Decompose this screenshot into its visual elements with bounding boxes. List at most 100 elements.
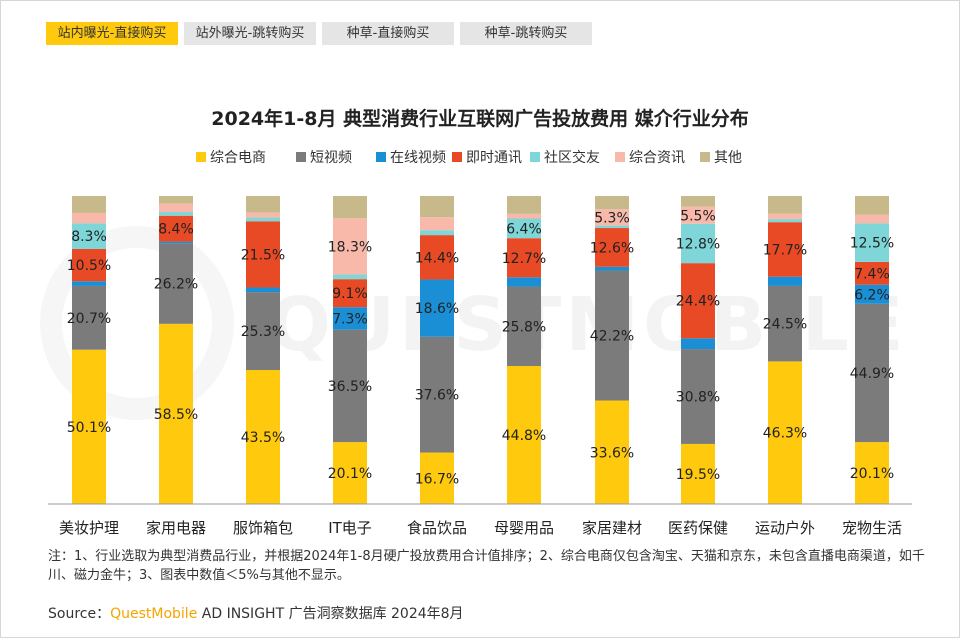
data-label: 17.7% <box>763 242 807 258</box>
category-label: 美妆护理 <box>59 519 119 537</box>
bar-segment <box>507 366 541 504</box>
tab-seeding-redirect[interactable]: 种草-跳转购买 <box>460 22 592 45</box>
legend-swatch <box>196 152 206 162</box>
bar-segment <box>420 217 454 231</box>
bar-segment <box>507 277 541 287</box>
bar-segment <box>768 276 802 286</box>
bar-segment <box>595 270 629 401</box>
bar-segment <box>768 219 802 223</box>
bar-segment <box>507 213 541 219</box>
category-label: 医药保健 <box>668 519 728 537</box>
bar-segment <box>420 230 454 236</box>
data-label: 46.3% <box>763 426 807 442</box>
bar-segment <box>72 248 106 282</box>
bar-segment <box>681 206 715 224</box>
footnote: 注：1、行业选取为典型消费品行业，并根据2024年1-8月硬广投放费用合计值排序… <box>48 549 925 583</box>
bar-segment <box>159 323 193 504</box>
bar-segment <box>855 196 889 215</box>
tab-onsite-direct[interactable]: 站内曝光-直接购买 <box>46 22 178 45</box>
category-label: 食品饮品 <box>407 519 467 537</box>
source-brand: QuestMobile <box>110 606 198 622</box>
data-label: 10.5% <box>67 258 111 274</box>
legend-label: 短视频 <box>310 150 352 166</box>
data-label: 9.1% <box>332 286 368 302</box>
bar-segment <box>159 196 193 204</box>
data-label: 43.5% <box>241 430 285 446</box>
tab-seeding-direct[interactable]: 种草-直接购买 <box>322 22 454 45</box>
bar-segment <box>768 213 802 220</box>
bar-segment <box>420 196 454 218</box>
bar-segment <box>768 361 802 504</box>
data-label: 44.9% <box>850 366 894 382</box>
legend-label: 综合电商 <box>210 150 266 166</box>
bar-segment <box>72 349 106 504</box>
bar-segment <box>681 443 715 504</box>
bar-segment <box>595 266 629 271</box>
legend-label: 在线视频 <box>390 150 446 166</box>
bar-segment <box>595 209 629 226</box>
stacked-bar-chart: 综合电商 短视频 在线视频 即时通讯 社区交友 综合资讯 其他 50.1% 20.7% 10.5… <box>48 149 912 537</box>
bar-segment <box>507 218 541 239</box>
bar-segment <box>855 223 889 262</box>
data-label: 5.5% <box>680 208 716 224</box>
data-label: 20.1% <box>850 466 894 482</box>
data-label: 26.2% <box>154 276 198 292</box>
bar-segment <box>855 284 889 304</box>
data-label: 21.5% <box>241 247 285 263</box>
bar-segment <box>681 338 715 350</box>
bar-segment <box>246 212 280 218</box>
bar-segment <box>507 238 541 278</box>
bar-segment <box>855 261 889 285</box>
bar-segment <box>246 370 280 504</box>
data-label: 7.3% <box>332 311 368 327</box>
category-label: 运动户外 <box>755 519 815 537</box>
bar-segment <box>333 442 367 504</box>
bar-segment <box>246 292 280 371</box>
bar-segment <box>507 286 541 367</box>
bar-segment <box>855 214 889 224</box>
data-label: 33.6% <box>590 445 634 461</box>
legend-label: 即时通讯 <box>466 150 522 166</box>
bar-segment <box>72 285 106 350</box>
data-label: 14.4% <box>415 250 459 266</box>
bar-segment <box>855 303 889 443</box>
data-label: 6.2% <box>854 287 890 303</box>
category-label: IT电子 <box>328 519 372 537</box>
bar-segment <box>72 281 106 286</box>
bar-segment <box>855 442 889 504</box>
data-label: 6.4% <box>506 221 542 237</box>
bar-segment <box>595 225 629 229</box>
legend-swatch <box>530 152 540 162</box>
bar-segment <box>420 452 454 504</box>
bar-segment <box>333 329 367 443</box>
legend-swatch <box>615 152 625 162</box>
bar-segment <box>159 241 193 244</box>
bar-segment <box>768 285 802 362</box>
data-label: 5.3% <box>594 210 630 226</box>
category-label: 服饰箱包 <box>233 519 293 537</box>
bar-segment <box>159 215 193 242</box>
data-label: 44.8% <box>502 428 546 444</box>
data-label: 20.7% <box>67 311 111 327</box>
data-label: 7.4% <box>854 266 890 282</box>
data-label: 58.5% <box>154 407 198 423</box>
legend-label: 其他 <box>714 150 742 166</box>
legend-swatch <box>376 152 386 162</box>
tab-offsite-redirect[interactable]: 站外曝光-跳转购买 <box>184 22 316 45</box>
legend-label: 社区交友 <box>544 149 600 166</box>
bar-segment <box>246 217 280 222</box>
bar-segment <box>595 400 629 504</box>
bar-segment <box>246 196 280 213</box>
data-label: 12.7% <box>502 251 546 267</box>
category-label: 家居建材 <box>582 519 642 537</box>
source-rest: AD INSIGHT 广告洞察数据库 2024年8月 <box>197 606 464 622</box>
bar-segment <box>595 196 629 210</box>
bars: 50.1% 20.7% 10.5% 8.3% 58.5% 26.2% 8.4% 43.5% 25… <box>67 196 894 504</box>
bar-segment <box>333 196 367 219</box>
bar-segment <box>420 336 454 453</box>
data-label: 30.8% <box>676 390 720 406</box>
bar-segment <box>333 274 367 280</box>
source-prefix: Source： <box>48 606 111 622</box>
data-label: 16.7% <box>415 471 459 487</box>
category-label: 家用电器 <box>146 519 206 537</box>
